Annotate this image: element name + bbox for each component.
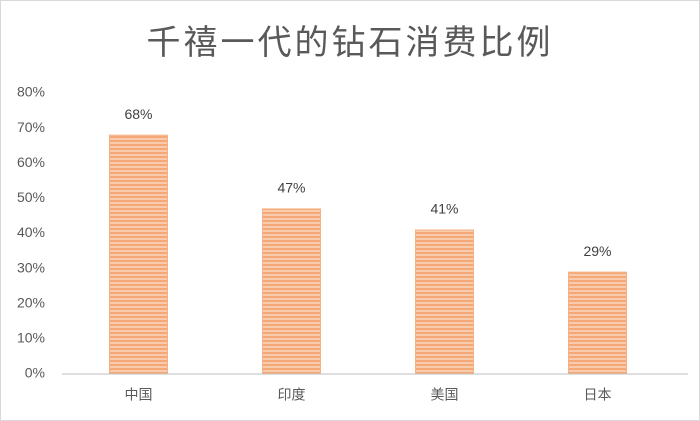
y-tick-label: 40% <box>17 224 45 240</box>
y-tick-label: 10% <box>17 330 45 346</box>
y-tick-label: 30% <box>17 259 45 275</box>
y-tick-label: 50% <box>17 189 45 205</box>
value-label: 47% <box>277 180 305 196</box>
x-tick-label: 美国 <box>431 387 459 403</box>
bar <box>262 208 321 375</box>
x-tick-label: 印度 <box>278 387 306 403</box>
chart-title: 千禧一代的钻石消费比例 <box>147 24 554 62</box>
value-label: 68% <box>124 106 152 122</box>
y-tick-label: 70% <box>17 119 45 135</box>
bar <box>415 229 474 375</box>
x-tick-label: 日本 <box>584 387 612 403</box>
y-tick-label: 20% <box>17 294 45 310</box>
bar <box>568 271 627 375</box>
y-tick-label: 80% <box>17 84 45 100</box>
value-label: 29% <box>583 243 611 259</box>
x-tick-label: 中国 <box>125 387 153 403</box>
y-tick-label: 0% <box>25 365 45 381</box>
bar <box>109 134 168 375</box>
value-label: 41% <box>430 201 458 217</box>
y-tick-label: 60% <box>17 154 45 170</box>
